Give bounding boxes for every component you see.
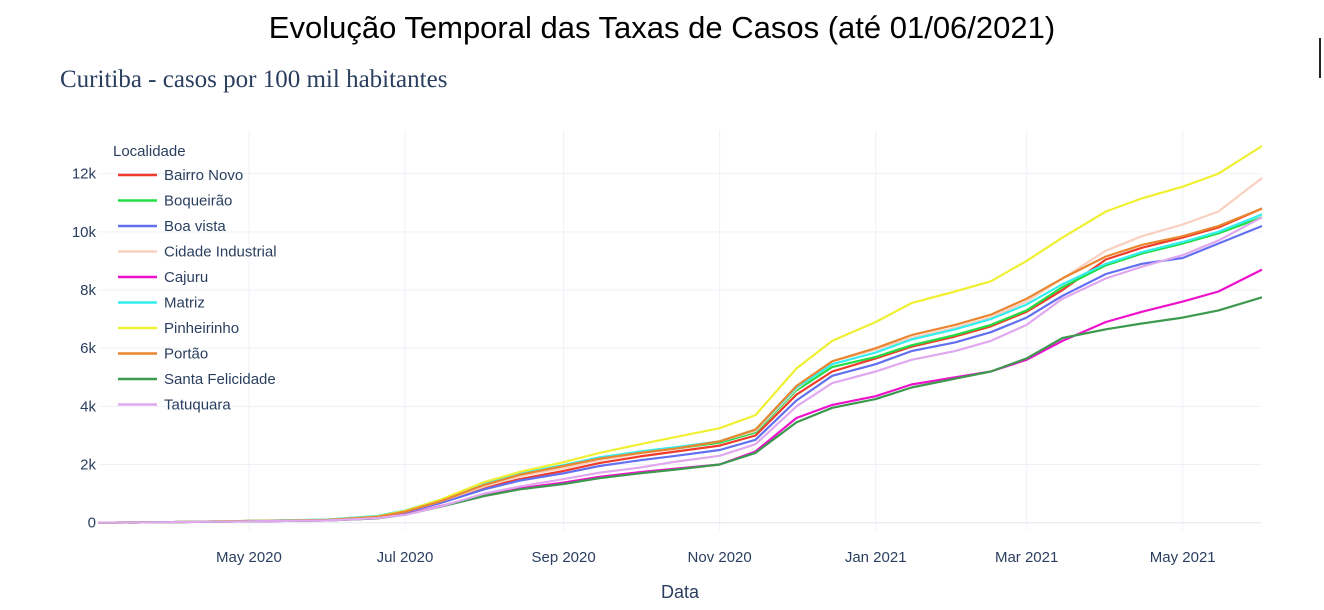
legend-item-cajuru[interactable]: Cajuru <box>118 269 208 286</box>
legend-item-tatuquara[interactable]: Tatuquara <box>118 397 231 414</box>
legend-label: Boqueirão <box>164 193 232 210</box>
x-tick-label: Sep 2020 <box>531 549 595 566</box>
legend-item-matriz[interactable]: Matriz <box>118 295 205 312</box>
y-tick-label: 4k <box>80 398 96 415</box>
y-tick-label: 0 <box>88 515 96 532</box>
legend-item-bairro-novo[interactable]: Bairro Novo <box>118 167 243 184</box>
legend-label: Cidade Industrial <box>164 244 277 261</box>
legend-title: Localidade <box>113 143 186 160</box>
x-tick-label: Jan 2021 <box>845 549 907 566</box>
y-tick-label: 8k <box>80 282 96 299</box>
x-tick-label: Jul 2020 <box>377 549 434 566</box>
legend-item-boa-vista[interactable]: Boa vista <box>118 218 226 235</box>
x-tick-labels: May 2020 Jul 2020 Sep 2020 Nov 2020 Jan 2021… <box>216 549 1216 566</box>
x-axis-title: Data <box>661 582 700 602</box>
legend-label: Cajuru <box>164 269 208 286</box>
legend-item-cidade-industrial[interactable]: Cidade Industrial <box>118 244 277 261</box>
grid-lines <box>98 130 1262 530</box>
figure-suptitle: Evolução Temporal das Taxas de Casos (at… <box>268 10 1056 45</box>
series-lines <box>97 145 1263 524</box>
x-tick-label: Mar 2021 <box>995 549 1058 566</box>
y-tick-label: 2k <box>80 457 96 474</box>
legend-item-pinheirinho[interactable]: Pinheirinho <box>118 320 239 337</box>
legend-label: Matriz <box>164 295 205 312</box>
series-line-cajuru[interactable] <box>97 268 1263 524</box>
series-line-matriz[interactable] <box>97 213 1263 524</box>
legend-label: Tatuquara <box>164 397 231 414</box>
series-line-portao[interactable] <box>97 207 1263 524</box>
y-tick-label: 6k <box>80 340 96 357</box>
series-line-tatuquara[interactable] <box>97 216 1263 524</box>
y-tick-label: 12k <box>72 166 97 183</box>
legend-label: Bairro Novo <box>164 167 243 184</box>
series-line-cidade-industrial[interactable] <box>97 177 1263 524</box>
x-tick-label: May 2020 <box>216 549 282 566</box>
y-tick-label: 10k <box>72 224 97 241</box>
x-tick-label: May 2021 <box>1150 549 1216 566</box>
legend-label: Santa Felicidade <box>164 371 276 388</box>
legend-label: Portão <box>164 346 208 363</box>
legend-item-portao[interactable]: Portão <box>118 346 208 363</box>
legend-label: Boa vista <box>164 218 226 235</box>
legend[interactable]: Localidade Bairro Novo Boqueirão Boa vista… <box>113 143 277 414</box>
chart-title: Curitiba - casos por 100 mil habitantes <box>60 66 448 93</box>
y-tick-labels: 0 2k 4k 6k 8k 10k 12k <box>72 166 97 532</box>
x-tick-label: Nov 2020 <box>688 549 752 566</box>
legend-item-santa-felicidade[interactable]: Santa Felicidade <box>118 371 276 388</box>
window-edge-divider <box>1319 38 1321 78</box>
series-line-pinheirinho[interactable] <box>97 145 1263 524</box>
legend-item-boqueirao[interactable]: Boqueirão <box>118 193 232 210</box>
legend-label: Pinheirinho <box>164 320 239 337</box>
